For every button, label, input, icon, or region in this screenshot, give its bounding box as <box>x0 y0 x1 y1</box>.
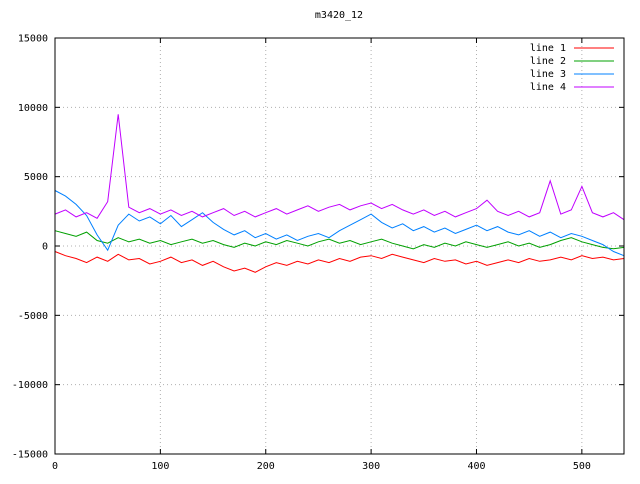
chart-title: m3420_12 <box>315 10 363 21</box>
series-line-1 <box>54 251 625 273</box>
legend-label: line 2 <box>530 56 566 67</box>
y-tick-label: 15000 <box>18 34 48 45</box>
x-tick-label: 300 <box>362 461 380 472</box>
y-tick-label: -10000 <box>12 380 48 391</box>
series-line-3 <box>54 190 625 257</box>
y-tick-label: -15000 <box>12 450 48 461</box>
series-lines <box>54 114 625 273</box>
x-tick-label: 500 <box>573 461 591 472</box>
plot-frame <box>54 37 625 455</box>
x-tick-label: 200 <box>257 461 275 472</box>
x-tick-label: 400 <box>467 461 485 472</box>
grid-lines <box>54 37 624 455</box>
legend: line 1 line 2 line 3 line 4 <box>530 43 614 93</box>
legend-label: line 3 <box>530 69 566 80</box>
axis-labels: 0 100 200 300 400 500 -15000 -10000 -5000 0 5000 10… <box>12 34 591 473</box>
x-tick-label: 100 <box>151 461 169 472</box>
series-line-2 <box>54 230 625 250</box>
y-tick-label: -5000 <box>18 311 48 322</box>
series-line-4 <box>54 114 625 221</box>
y-tick-label: 5000 <box>24 172 48 183</box>
legend-label: line 1 <box>530 43 566 54</box>
legend-label: line 4 <box>530 82 566 93</box>
x-tick-label: 0 <box>52 461 58 472</box>
y-tick-label: 0 <box>42 242 48 253</box>
y-tick-label: 10000 <box>18 103 48 114</box>
